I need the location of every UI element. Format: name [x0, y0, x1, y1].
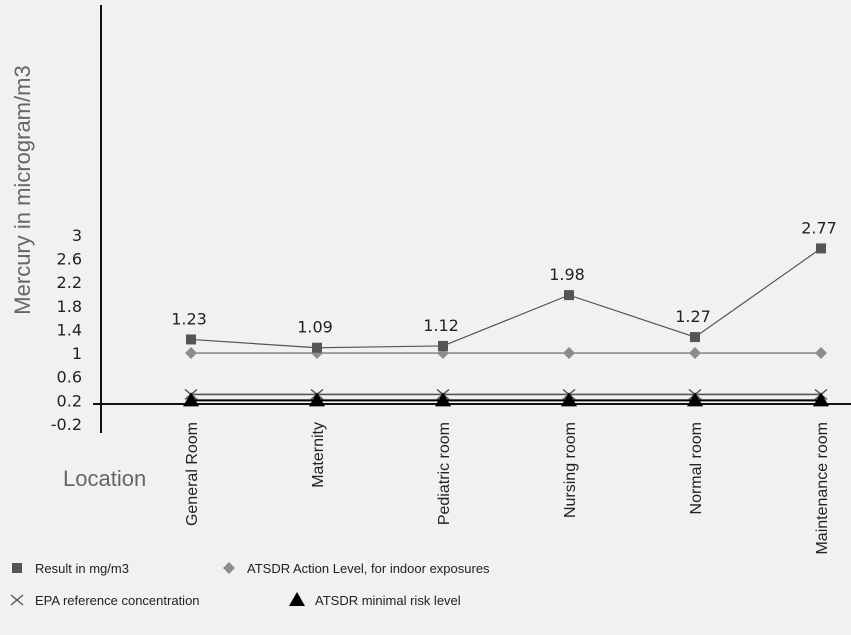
data-point	[435, 392, 451, 407]
data-point	[813, 392, 829, 407]
data-point	[687, 392, 703, 407]
data-point	[563, 347, 575, 360]
data-label: 1.12	[423, 316, 459, 335]
data-point	[816, 243, 826, 254]
y-axis-title: Mercury in microgram/m3	[10, 65, 35, 314]
legend-triangle-icon	[289, 592, 305, 606]
legend-item: ATSDR minimal risk level	[289, 592, 461, 608]
series-x	[184, 388, 828, 400]
x-category-label: Maintenance room	[814, 422, 831, 555]
legend-item: Result in mg/m3	[12, 561, 129, 576]
data-point	[689, 347, 701, 360]
y-tick-label: 0.2	[57, 391, 82, 410]
data-label: 1.23	[171, 309, 207, 328]
y-tick-label: 0.6	[57, 368, 82, 387]
y-tick-label: 3	[72, 226, 82, 245]
x-category-label: General Room	[184, 422, 201, 526]
data-point	[564, 290, 574, 301]
data-point	[312, 342, 322, 353]
data-label: 1.98	[549, 265, 585, 284]
legend-x-icon	[10, 594, 24, 606]
x-category-label: Pediatric room	[436, 422, 453, 525]
series-square: 1.23 1.09 1.12 1.98 1.27 2.77	[171, 218, 837, 353]
series-diamond	[185, 347, 827, 360]
legend-label: EPA reference concentration	[35, 593, 200, 608]
y-tick-label: 2.6	[57, 249, 82, 268]
legend-item: ATSDR Action Level, for indoor exposures	[223, 561, 490, 576]
legend-square-icon	[12, 563, 22, 573]
legend-label: ATSDR minimal risk level	[315, 593, 461, 608]
series-triangle	[183, 392, 829, 407]
x-axis-title: Location	[63, 466, 146, 491]
legend-diamond-icon	[223, 562, 235, 574]
x-axis: General Room Maternity Pediatric room Nursi…	[93, 403, 851, 555]
data-point	[183, 392, 199, 407]
data-point	[561, 392, 577, 407]
plot-area: 1.23 1.09 1.12 1.98 1.27 2.77	[171, 218, 837, 407]
y-axis: -0.2 0.2 0.6 1 1.4 1.8 2.2 2.6 3	[51, 5, 102, 434]
data-point	[815, 347, 827, 360]
data-point	[309, 392, 325, 407]
data-point	[690, 332, 700, 343]
legend: Result in mg/m3 ATSDR Action Level, for i…	[10, 561, 490, 608]
data-point	[186, 334, 196, 345]
series-line	[190, 247, 822, 349]
data-label: 2.77	[801, 218, 837, 237]
y-tick-label: 1.8	[57, 297, 82, 316]
x-category-label: Maternity	[310, 422, 327, 488]
data-label: 1.09	[297, 318, 333, 337]
x-category-label: Nursing room	[562, 422, 579, 518]
data-label: 1.27	[675, 307, 711, 326]
y-tick-label: 2.2	[57, 273, 82, 292]
legend-label: ATSDR Action Level, for indoor exposures	[247, 561, 490, 576]
y-tick-label: 1.4	[57, 320, 82, 339]
data-point	[438, 340, 448, 351]
legend-item: EPA reference concentration	[10, 593, 200, 608]
data-point	[185, 347, 197, 360]
legend-label: Result in mg/m3	[35, 561, 129, 576]
x-category-label: Normal room	[688, 422, 705, 514]
y-tick-label: -0.2	[51, 415, 82, 434]
y-tick-label: 1	[72, 344, 82, 363]
